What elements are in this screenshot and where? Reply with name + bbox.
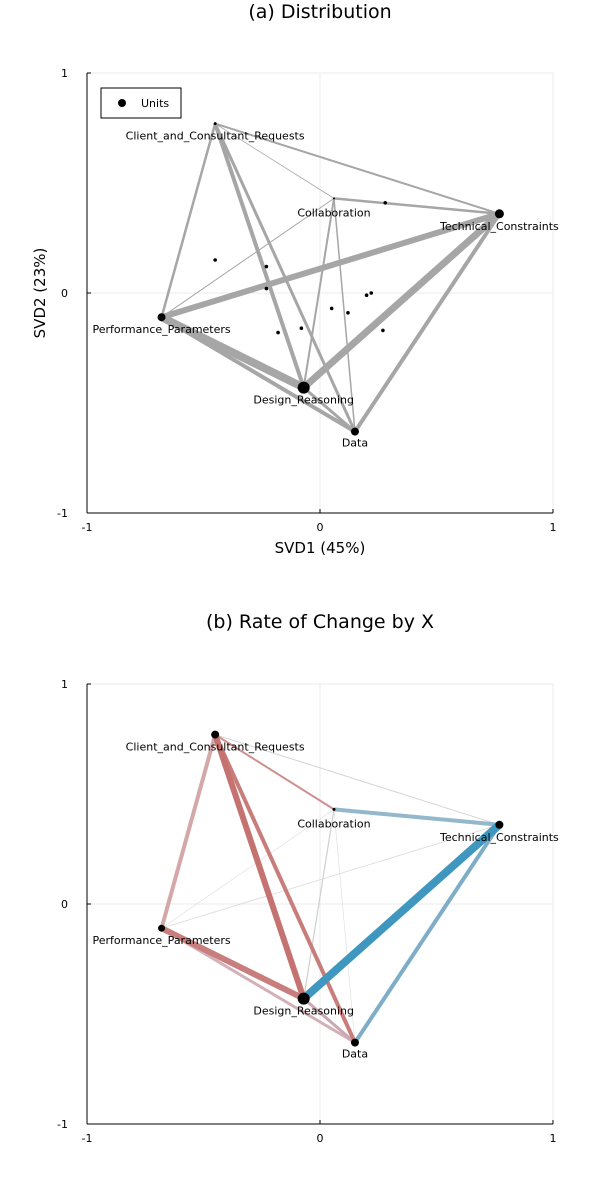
unit-point	[346, 311, 350, 315]
node-point	[332, 807, 336, 811]
node-point	[297, 992, 310, 1005]
x-tick-label: 0	[317, 521, 324, 534]
edge-Technical_Constraints-Design_Reasoning	[301, 821, 503, 1002]
edges	[159, 733, 503, 1044]
legend-label: Units	[141, 97, 169, 110]
edge-Client_and_Consultant_Requests-Technical_Constraints	[214, 734, 500, 826]
unit-point	[213, 258, 217, 262]
node-point	[350, 1038, 359, 1047]
edge-Client_and_Consultant_Requests-Design_Reasoning	[212, 733, 307, 1000]
y-tick-label: -1	[57, 507, 68, 520]
chart-b: (b) Rate of Change by X -1 0 1 -1 0 1 Client_an…	[57, 611, 559, 1145]
node-point	[350, 427, 359, 436]
node-label: Performance_Parameters	[92, 323, 230, 336]
unit-point	[364, 293, 369, 298]
x-tick-label: 0	[317, 1132, 324, 1145]
y-tick-label: -1	[57, 1118, 68, 1131]
legend-box	[100, 87, 182, 119]
y-tick-label: 0	[61, 898, 68, 911]
edge-Collaboration-Design_Reasoning	[302, 198, 335, 388]
node-point	[494, 209, 504, 219]
y-axis-label: SVD2 (23%)	[31, 248, 49, 339]
edge-Performance_Parameters-Design_Reasoning	[159, 313, 306, 392]
x-tick-label: -1	[82, 1132, 93, 1145]
y-tick-label: 1	[61, 678, 68, 691]
node-point	[495, 820, 504, 829]
node-label: Design_Reasoning	[253, 394, 354, 407]
x-axis-label: SVD1 (45%)	[275, 539, 366, 557]
edge-Technical_Constraints-Performance_Parameters	[160, 210, 501, 321]
unit-point	[329, 306, 334, 311]
x-tick-label: -1	[82, 521, 93, 534]
edge-Collaboration-Technical_Constraints	[333, 197, 500, 216]
node-label: Data	[342, 1048, 368, 1061]
y-tick-label: 1	[61, 67, 68, 80]
legend-marker	[118, 99, 126, 107]
chart-title: (a) Distribution	[248, 1, 391, 23]
node-labels: Client_and_Consultant_Requests Collaborat…	[92, 741, 559, 1061]
edge-Technical_Constraints-Data	[353, 212, 502, 433]
node-label: Client_and_Consultant_Requests	[126, 741, 305, 754]
node-point	[297, 381, 310, 394]
edge-Performance_Parameters-Design_Reasoning	[160, 925, 306, 1002]
node-label: Performance_Parameters	[92, 934, 230, 947]
unit-point	[276, 330, 280, 335]
edge-Collaboration-Performance_Parameters	[161, 809, 335, 929]
edge-Technical_Constraints-Performance_Parameters	[161, 824, 500, 929]
x-tick-label: 1	[550, 1132, 557, 1145]
nodes	[158, 730, 504, 1047]
edge-Collaboration-Data	[333, 198, 356, 432]
edge-Collaboration-Data	[333, 809, 356, 1043]
node-label: Collaboration	[297, 817, 370, 830]
edge-Client_and_Consultant_Requests-Collaboration	[214, 123, 335, 199]
edge-Client_and_Consultant_Requests-Performance_Parameters	[160, 123, 217, 318]
edge-Technical_Constraints-Data	[353, 823, 502, 1044]
edge-Collaboration-Technical_Constraints	[333, 807, 500, 827]
node-point	[213, 122, 217, 126]
y-tick-label: 0	[61, 287, 68, 300]
node-label: Data	[342, 437, 368, 450]
unit-point	[383, 201, 388, 205]
legend: Units	[100, 87, 182, 119]
chart-a: (a) Distribution -1 0 1 -1 0 1 SVD1 (45%) SVD2 (…	[31, 1, 559, 557]
node-point	[157, 313, 166, 322]
node-point	[158, 924, 166, 932]
unit-point	[264, 264, 269, 269]
edge-Client_and_Consultant_Requests-Performance_Parameters	[159, 734, 218, 929]
unit-point	[369, 291, 374, 295]
node-label: Design_Reasoning	[253, 1005, 354, 1018]
edges	[159, 122, 502, 434]
edge-Client_and_Consultant_Requests-Technical_Constraints	[214, 122, 500, 215]
edge-Collaboration-Design_Reasoning	[303, 809, 335, 999]
edge-Technical_Constraints-Design_Reasoning	[301, 211, 502, 391]
chart-title: (b) Rate of Change by X	[206, 611, 434, 633]
node-label: Technical_Constraints	[439, 831, 559, 844]
edge-Design_Reasoning-Data	[302, 997, 356, 1044]
x-tick-label: 1	[550, 521, 557, 534]
edge-Client_and_Consultant_Requests-Data	[213, 733, 357, 1044]
node-label: Client_and_Consultant_Requests	[126, 130, 305, 143]
node-label: Technical_Constraints	[439, 220, 559, 233]
edge-Client_and_Consultant_Requests-Collaboration	[214, 733, 335, 811]
node-point	[211, 730, 220, 739]
edge-Collaboration-Performance_Parameters	[161, 197, 335, 318]
unit-points	[213, 201, 388, 335]
unit-point	[264, 286, 269, 291]
edge-Client_and_Consultant_Requests-Design_Reasoning	[213, 122, 306, 389]
node-point	[332, 197, 335, 200]
nodes	[157, 122, 504, 436]
node-label: Collaboration	[297, 206, 370, 219]
unit-point	[381, 328, 385, 333]
unit-point	[299, 326, 304, 331]
node-labels: Client_and_Consultant_Requests Collaborat…	[92, 130, 559, 450]
